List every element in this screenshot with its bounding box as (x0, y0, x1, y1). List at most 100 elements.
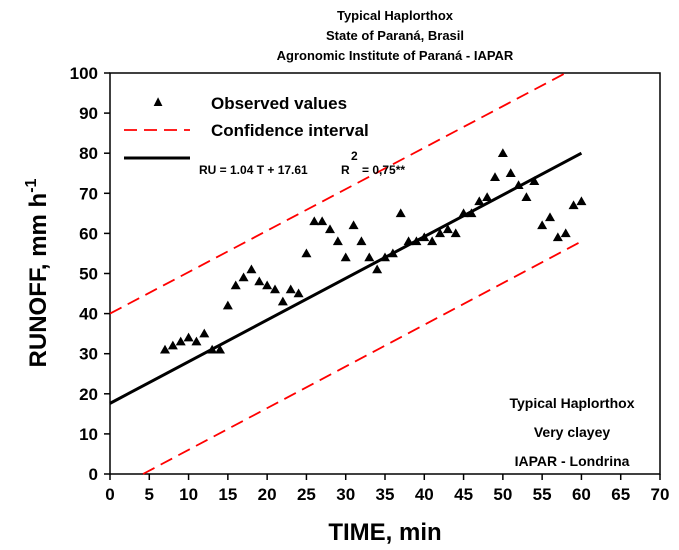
observed-point (513, 180, 524, 190)
observed-point (458, 208, 469, 218)
y-tick-label: 50 (79, 265, 98, 284)
observed-point (246, 264, 257, 274)
observed-point (175, 336, 186, 346)
observed-point (545, 212, 555, 222)
legend-observed-label: Observed values (211, 94, 347, 113)
x-tick-label: 25 (297, 485, 316, 504)
x-axis: 0 5 10 15 20 25 30 35 40 45 50 55 60 65 70 (105, 474, 669, 504)
x-tick-label: 40 (415, 485, 434, 504)
observed-point (466, 208, 477, 218)
observed-point (387, 248, 398, 258)
y-tick-label: 90 (79, 104, 98, 123)
observed-point (529, 176, 540, 186)
observed-point (285, 284, 296, 294)
observed-point (230, 280, 241, 290)
x-tick-label: 10 (179, 485, 198, 504)
title-line-2: State of Paraná, Brasil (326, 28, 464, 43)
y-axis: 0 10 20 30 40 50 60 70 80 90 100 (70, 64, 110, 484)
y-tick-label: 60 (79, 224, 98, 243)
x-tick-label: 60 (572, 485, 591, 504)
observed-point (450, 228, 461, 238)
x-tick-label: 5 (145, 485, 154, 504)
observed-point (309, 216, 320, 226)
site-annotation: Typical Haplorthox Very clayey IAPAR - L… (510, 395, 635, 469)
legend-r2-value: = 0,75** (362, 163, 405, 177)
chart-title: Typical Haplorthox State of Paraná, Bras… (277, 8, 514, 63)
y-tick-label: 10 (79, 425, 98, 444)
y-tick-label: 40 (79, 305, 98, 324)
observed-point (427, 236, 438, 246)
observed-point (560, 228, 571, 238)
observed-point (160, 344, 170, 354)
plot-area-frame (109, 72, 661, 475)
x-tick-label: 20 (258, 485, 277, 504)
observed-point (372, 264, 383, 274)
x-tick-label: 70 (651, 485, 670, 504)
observed-point (497, 148, 508, 157)
title-line-1: Typical Haplorthox (337, 8, 454, 23)
y-axis-title: RUNOFF, mm h-1 (23, 178, 52, 367)
y-tick-label: 0 (89, 465, 98, 484)
regression-line (109, 151, 583, 405)
observed-point (552, 232, 563, 242)
x-tick-label: 35 (376, 485, 395, 504)
legend-equation: RU = 1.04 T + 17.61 (199, 163, 308, 177)
legend-observed-marker: ▲ (151, 93, 166, 110)
title-line-3: Agronomic Institute of Paraná - IAPAR (277, 48, 514, 63)
observed-point (301, 248, 312, 258)
annotation-location: IAPAR - Londrina (515, 453, 630, 469)
observed-point (293, 288, 304, 298)
observed-point (568, 200, 579, 210)
observed-point (332, 236, 343, 246)
ci-upper-line (109, 72, 567, 315)
observed-point (222, 300, 233, 310)
observed-point (576, 196, 587, 206)
observed-point (262, 280, 273, 290)
observed-point (183, 332, 194, 342)
observed-point (356, 236, 367, 246)
observed-point (238, 272, 249, 282)
x-tick-label: 45 (454, 485, 473, 504)
observed-points (160, 148, 587, 354)
x-axis-title: TIME, min (328, 519, 441, 546)
confidence-interval-lines (109, 72, 582, 475)
x-tick-label: 15 (218, 485, 237, 504)
observed-point (419, 232, 430, 242)
observed-point (505, 168, 516, 177)
x-tick-label: 55 (533, 485, 552, 504)
y-tick-label: 100 (70, 64, 98, 83)
x-tick-label: 65 (611, 485, 630, 504)
y-tick-label: 30 (79, 345, 98, 364)
x-tick-label: 0 (105, 485, 114, 504)
observed-point (521, 192, 532, 202)
observed-point (191, 336, 202, 346)
observed-point (270, 284, 280, 294)
observed-point (442, 224, 453, 234)
observed-point (435, 228, 445, 238)
legend: ▲ Observed values Confidence interval RU… (124, 93, 405, 177)
observed-point (490, 172, 500, 182)
x-tick-label: 50 (493, 485, 512, 504)
observed-point (215, 344, 225, 354)
legend-ci-label: Confidence interval (211, 121, 369, 140)
observed-point (277, 296, 288, 306)
observed-point (380, 252, 390, 262)
observed-point (199, 328, 210, 338)
y-tick-label: 70 (79, 184, 98, 203)
observed-point (395, 208, 406, 218)
observed-point (340, 252, 351, 262)
observed-point (317, 216, 328, 226)
ci-lower-line (142, 240, 582, 475)
observed-point (364, 252, 375, 262)
y-axis-title-superscript: -1 (23, 178, 40, 192)
observed-point (167, 340, 178, 350)
regression-line-group (109, 151, 583, 405)
legend-r2-superscript: 2 (351, 149, 358, 163)
observed-point (482, 192, 493, 202)
observed-point (348, 220, 359, 230)
y-axis-title-main: RUNOFF, mm h (25, 193, 52, 368)
observed-point (325, 224, 335, 234)
annotation-soil: Typical Haplorthox (510, 395, 635, 411)
observed-point (411, 236, 422, 246)
